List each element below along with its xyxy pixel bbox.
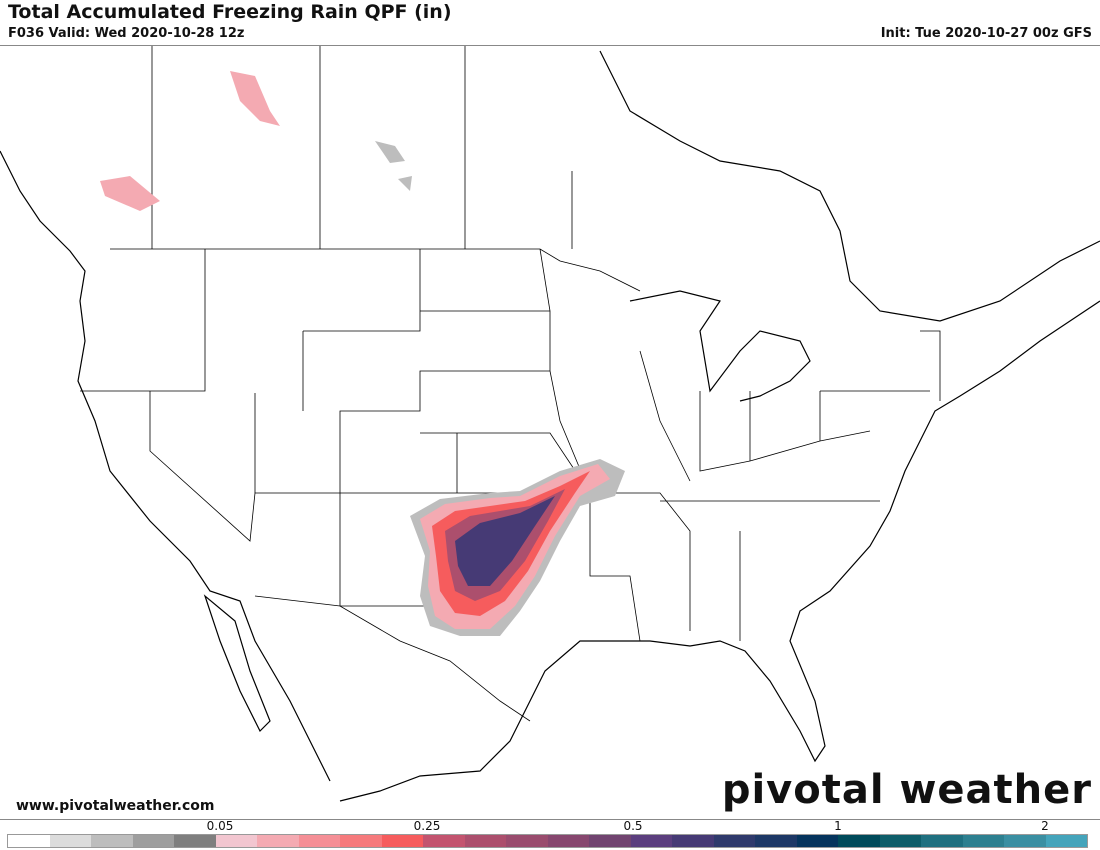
legend-swatch <box>713 835 755 847</box>
legend-swatch <box>879 835 921 847</box>
legend-swatch <box>1045 835 1087 847</box>
legend-swatch <box>506 835 548 847</box>
legend-swatch <box>174 835 216 847</box>
gulf-coastline <box>339 300 1100 802</box>
legend-swatch <box>962 835 1004 847</box>
legend-tick: 0.5 <box>623 819 643 833</box>
legend-swatch <box>589 835 631 847</box>
borders <box>80 46 941 722</box>
legend-tick: 0.05 <box>206 819 234 833</box>
website-url: www.pivotalweather.com <box>16 798 215 814</box>
legend-swatch <box>755 835 797 847</box>
legend-swatch <box>547 835 589 847</box>
west-coastline <box>0 150 331 782</box>
legend-swatch <box>257 835 299 847</box>
legend-swatch <box>630 835 672 847</box>
legend-swatch <box>49 835 91 847</box>
legend-swatch <box>340 835 382 847</box>
great-lakes <box>629 290 811 402</box>
legend-swatch <box>423 835 465 847</box>
legend-tick: 2 <box>1041 819 1049 833</box>
legend-tick: 0.25 <box>413 819 441 833</box>
legend-swatch <box>464 835 506 847</box>
init-time: Init: Tue 2020-10-27 00z GFS <box>880 26 1092 41</box>
legend-swatch <box>1004 835 1046 847</box>
hudson-bay-coast <box>599 50 1100 322</box>
map-title: Total Accumulated Freezing Rain QPF (in) <box>8 1 452 23</box>
legend-swatch <box>91 835 133 847</box>
legend-swatch <box>132 835 174 847</box>
baja-coastline <box>203 594 271 733</box>
pivotal-weather-logo: pivotal weather <box>721 767 1092 813</box>
legend-swatch <box>796 835 838 847</box>
legend-swatch <box>298 835 340 847</box>
legend-swatch <box>8 835 50 847</box>
map-panel <box>0 45 1100 820</box>
color-legend <box>7 834 1088 848</box>
legend-swatch <box>215 835 257 847</box>
legend-swatch <box>838 835 880 847</box>
legend-swatch <box>381 835 423 847</box>
freezing-rain-area <box>100 71 625 636</box>
legend-swatch <box>672 835 714 847</box>
valid-time: F036 Valid: Wed 2020-10-28 12z <box>8 26 245 41</box>
legend-tick: 1 <box>834 819 842 833</box>
legend-swatch <box>921 835 963 847</box>
